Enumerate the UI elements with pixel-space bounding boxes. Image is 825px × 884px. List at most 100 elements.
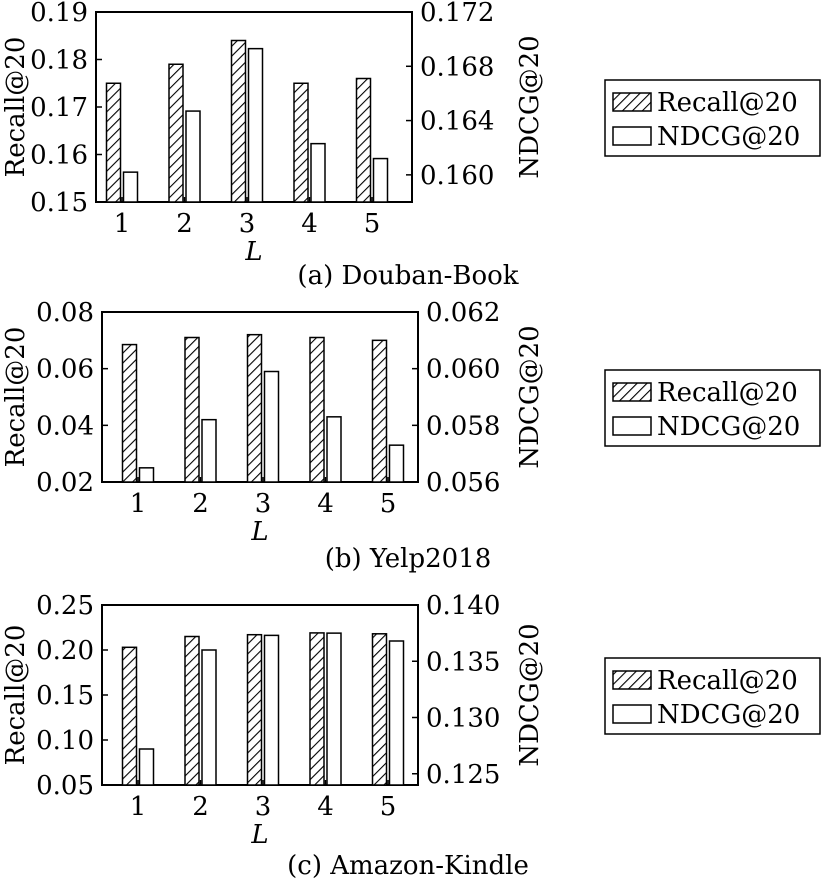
legend-swatch [612, 382, 652, 402]
y-left-tick-label: 0.15 [36, 681, 94, 711]
y-right-tick-label: 0.168 [420, 52, 494, 82]
legend: Recall@20 NDCG@20 [604, 79, 821, 157]
recall-bar-4 [309, 632, 325, 786]
chart-panel-2: 1 2 3 4 5 0.02 0.04 0.06 0.08 0.056 0.058 0.060 0.06… [1, 298, 821, 574]
legend-swatch [612, 704, 652, 724]
y-left-tick-label: 0.25 [36, 591, 94, 621]
x-tick-label: 3 [255, 792, 272, 822]
recall-bar-1 [121, 646, 138, 786]
legend-entry: NDCG@20 [657, 122, 800, 152]
recall-bar-4 [309, 336, 325, 483]
recall-bar-2 [184, 336, 200, 483]
x-axis-label: L [250, 517, 268, 547]
x-tick-label: 4 [317, 489, 334, 519]
legend-entry: NDCG@20 [657, 700, 800, 730]
ndcg-bar-1 [138, 467, 155, 483]
legend-swatch [612, 126, 652, 146]
y-right-axis-label: NDCG@20 [515, 623, 545, 766]
panel-caption: (b) Yelp2018 [325, 544, 492, 574]
recall-bar-5 [371, 339, 388, 483]
x-tick-label: 1 [114, 209, 131, 239]
recall-bar-2 [184, 635, 200, 786]
recall-bar-3 [230, 39, 247, 203]
x-tick-label: 5 [380, 489, 397, 519]
ndcg-bar-3 [247, 47, 264, 203]
x-tick-label: 3 [239, 209, 256, 239]
y-right-tick-label: 0.060 [426, 355, 500, 385]
x-tick-label: 5 [364, 209, 381, 239]
chart-panel-1: 1 2 3 4 5 0.15 0.16 0.17 0.18 0.19 0.160 0.164 0.168… [1, 0, 821, 291]
y-left-tick-label: 0.15 [30, 188, 88, 218]
x-tick-label: 2 [176, 209, 193, 239]
y-right-tick-label: 0.140 [426, 591, 500, 621]
chart-panel-3: 1 2 3 4 5 0.05 0.10 0.15 0.20 0.25 0.125 0.130 0.135… [1, 591, 821, 881]
recall-bar-2 [168, 63, 184, 203]
y-left-tick-label: 0.16 [30, 141, 88, 171]
legend: Recall@20 NDCG@20 [604, 657, 821, 735]
y-right-axis-label: NDCG@20 [515, 35, 545, 178]
ndcg-bar-1 [122, 171, 139, 203]
ndcg-bar-1 [138, 748, 155, 786]
y-left-tick-label: 0.08 [36, 298, 94, 328]
recall-bar-4 [293, 82, 309, 203]
y-right-tick-label: 0.172 [420, 0, 494, 28]
x-tick-label: 5 [380, 792, 397, 822]
ndcg-bar-4 [310, 142, 326, 203]
recall-bar-1 [121, 343, 138, 483]
recall-bar-3 [246, 333, 263, 483]
y-right-tick-label: 0.164 [420, 107, 494, 137]
legend-swatch [612, 416, 652, 436]
legend-entry: Recall@20 [657, 378, 798, 408]
ndcg-bar-2 [185, 110, 201, 203]
y-right-tick-label: 0.160 [420, 161, 494, 191]
y-right-axis-label: NDCG@20 [515, 325, 545, 468]
ndcg-bar-2 [201, 418, 217, 483]
ndcg-bar-4 [326, 416, 342, 483]
x-tick-label: 2 [192, 489, 209, 519]
recall-bar-5 [371, 633, 388, 786]
x-tick-label: 2 [192, 792, 209, 822]
y-left-axis-label: Recall@20 [1, 625, 31, 766]
y-left-tick-label: 0.05 [36, 771, 94, 801]
x-tick-label: 1 [130, 489, 147, 519]
y-left-tick-label: 0.02 [36, 468, 94, 498]
x-tick-label: 1 [130, 792, 147, 822]
y-right-tick-label: 0.056 [426, 468, 500, 498]
legend: Recall@20 NDCG@20 [604, 369, 821, 447]
legend-swatch [612, 92, 652, 112]
panel-caption: (a) Douban-Book [297, 261, 518, 291]
ndcg-bar-5 [372, 157, 389, 203]
y-right-tick-label: 0.135 [426, 647, 500, 677]
y-left-tick-label: 0.10 [36, 726, 94, 756]
x-tick-label: 4 [317, 792, 334, 822]
recall-bar-3 [246, 633, 263, 786]
y-left-axis-label: Recall@20 [1, 327, 31, 468]
recall-bar-1 [105, 82, 122, 203]
y-right-tick-label: 0.062 [426, 298, 500, 328]
x-tick-label: 4 [301, 209, 318, 239]
y-left-tick-label: 0.19 [30, 0, 88, 28]
ndcg-bar-3 [263, 370, 280, 483]
panel-caption: (c) Amazon-Kindle [287, 851, 529, 881]
legend-entry: Recall@20 [657, 666, 798, 696]
ndcg-bar-5 [388, 640, 405, 786]
y-left-axis-label: Recall@20 [1, 37, 31, 178]
y-left-tick-label: 0.06 [36, 355, 94, 385]
ndcg-bar-4 [326, 632, 342, 786]
y-left-tick-label: 0.20 [36, 636, 94, 666]
ndcg-bar-2 [201, 649, 217, 786]
y-left-tick-label: 0.18 [30, 46, 88, 76]
legend-entry: Recall@20 [657, 88, 798, 118]
y-left-tick-label: 0.17 [30, 93, 88, 123]
legend-swatch [612, 670, 652, 690]
y-right-tick-label: 0.125 [426, 760, 500, 790]
x-axis-label: L [250, 820, 268, 850]
recall-bar-5 [355, 77, 372, 203]
ndcg-bar-5 [388, 444, 405, 483]
x-axis-label: L [244, 237, 262, 267]
x-tick-label: 3 [255, 489, 272, 519]
y-left-tick-label: 0.04 [36, 411, 94, 441]
y-right-tick-label: 0.130 [426, 704, 500, 734]
legend-entry: NDCG@20 [657, 412, 800, 442]
